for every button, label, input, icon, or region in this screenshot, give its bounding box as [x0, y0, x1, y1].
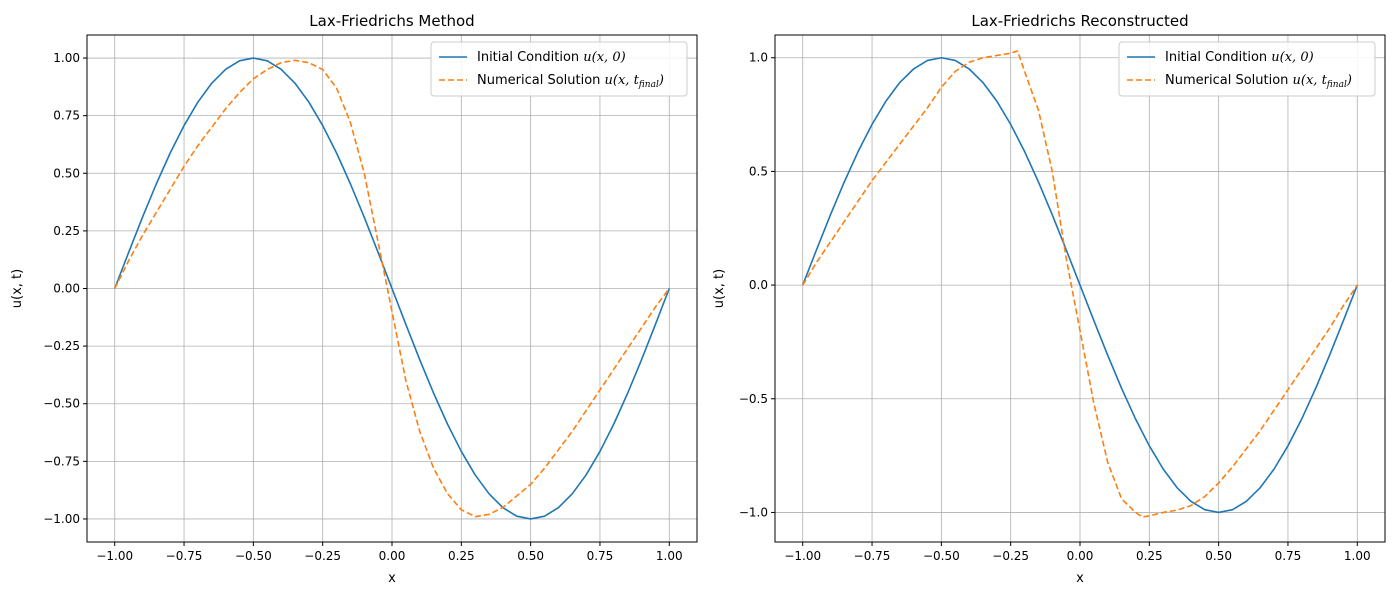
x-tick-label: 0.50 — [1205, 549, 1232, 563]
y-tick-label: −0.25 — [43, 339, 80, 353]
series-line-numerical-solution — [802, 50, 1358, 518]
x-axis-label: x — [1076, 571, 1084, 586]
y-tick-label: −0.50 — [43, 397, 80, 411]
legend-box — [1118, 41, 1376, 97]
x-tick-label: −1.00 — [784, 549, 821, 563]
y-tick-label: −1.00 — [43, 512, 80, 526]
chart-panel-2: −1.00 −0.75 −0.50 −0.25 0.00 0.25 0.50 0.75 1.00… — [712, 12, 1386, 586]
x-tick-label: −1.00 — [96, 549, 133, 563]
y-tick-label: 1.00 — [53, 51, 80, 65]
x-axis-label: x — [388, 571, 396, 586]
x-tick-label: −0.25 — [992, 549, 1029, 563]
y-axis-label: u(x, t) — [10, 269, 25, 308]
x-tick-label: 1.00 — [1344, 549, 1371, 563]
y-tick-label: −1.0 — [739, 505, 768, 519]
x-tick-label: 0.00 — [379, 549, 406, 563]
series-line-initial-condition — [113, 57, 671, 520]
x-tick-label: −0.50 — [923, 549, 960, 563]
x-tick-label: 0.25 — [448, 549, 475, 563]
y-tick-label: −0.75 — [43, 454, 80, 468]
chart-title: Lax-Friedrichs Reconstructed — [971, 12, 1188, 30]
legend-entry-label: Initial Condition u(x, 0) — [477, 50, 626, 65]
y-tick-label: 1.0 — [749, 51, 768, 65]
y-axis-label: u(x, t) — [712, 269, 727, 308]
x-tick-label: −0.75 — [854, 549, 891, 563]
legend-entry-label: Numerical Solution u(x, tfinal) — [1165, 73, 1352, 90]
x-tick-label: −0.25 — [304, 549, 341, 563]
y-tick-label: 0.5 — [749, 164, 768, 178]
y-tick-label: 0.0 — [749, 278, 768, 292]
x-tick-label: 0.00 — [1067, 549, 1094, 563]
y-tick-label: 0.25 — [53, 224, 80, 238]
chart-title: Lax-Friedrichs Method — [309, 12, 474, 30]
x-tick-label: −0.50 — [235, 549, 272, 563]
x-tick-label: 1.00 — [656, 549, 683, 563]
chart-panel-1: −1.00 −0.75 −0.50 −0.25 0.00 0.25 0.50 0.75 1.00… — [10, 12, 698, 586]
y-tick-label: 0.75 — [53, 109, 80, 123]
y-tick-label: 0.50 — [53, 166, 80, 180]
y-tick-label: −0.5 — [739, 392, 768, 406]
series-line-initial-condition — [801, 56, 1359, 514]
x-tick-label: 0.75 — [587, 549, 614, 563]
y-tick-label: 0.00 — [53, 282, 80, 296]
legend: Initial Condition u(x, 0) Numerical Solut… — [1118, 41, 1376, 97]
x-tick-label: 0.25 — [1136, 549, 1163, 563]
x-tick-label: 0.75 — [1275, 549, 1302, 563]
legend-entry-label: Numerical Solution u(x, tfinal) — [477, 73, 664, 90]
legend: Initial Condition u(x, 0) Numerical Solut… — [430, 41, 688, 97]
x-tick-label: 0.50 — [517, 549, 544, 563]
x-tick-label: −0.75 — [166, 549, 203, 563]
legend-entry-label: Initial Condition u(x, 0) — [1165, 50, 1314, 65]
series-line-numerical-solution — [114, 59, 670, 518]
legend-box — [430, 41, 688, 97]
